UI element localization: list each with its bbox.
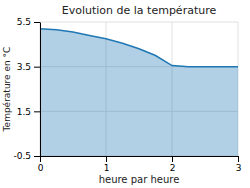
tick-mark <box>34 22 40 23</box>
tick-mark <box>34 67 40 68</box>
tick-label: -0.5 <box>13 151 31 161</box>
line <box>40 29 238 67</box>
tick-label: 2 <box>170 163 176 173</box>
grid <box>40 22 238 156</box>
tick-mark <box>238 156 239 162</box>
axis-line <box>41 156 239 157</box>
tick-label: 1 <box>104 163 110 173</box>
y-axis-title: Température en °C <box>2 47 12 133</box>
tick: -0.5 <box>13 151 40 161</box>
tick-mark <box>40 156 41 162</box>
y-axis: -0.5 1.5 3.5 5.5 <box>13 17 40 161</box>
x-axis-title: heure par heure <box>99 174 180 185</box>
tick-label: 0 <box>38 163 44 173</box>
grid-line <box>40 22 41 156</box>
plot: 0 1 2 3 -0.5 1.5 3.5 5.5 <box>13 17 241 173</box>
tick: 2 <box>170 156 176 173</box>
tick-mark <box>34 111 40 112</box>
tick-label: 5.5 <box>17 17 31 27</box>
marks <box>40 29 238 156</box>
tick: 5.5 <box>17 17 40 27</box>
tick-label: 1.5 <box>17 107 31 117</box>
tick: 3 <box>236 156 242 173</box>
tick: 3.5 <box>17 62 40 72</box>
tick: 1.5 <box>17 107 40 117</box>
tick-mark <box>106 156 107 162</box>
title: Evolution de la température <box>62 4 217 17</box>
tick-label: 3 <box>236 163 242 173</box>
tick: 1 <box>104 156 110 173</box>
tick: 0 <box>38 156 44 173</box>
tick-mark <box>34 156 40 157</box>
area <box>40 29 238 156</box>
grid-line <box>40 22 238 23</box>
x-axis: 0 1 2 3 <box>38 156 242 173</box>
axis-line <box>40 23 41 157</box>
tick-label: 3.5 <box>17 62 31 72</box>
chart: 0 1 2 3 -0.5 1.5 3.5 5.5 Evolution de la tempéra… <box>0 0 250 188</box>
tick-mark <box>172 156 173 162</box>
